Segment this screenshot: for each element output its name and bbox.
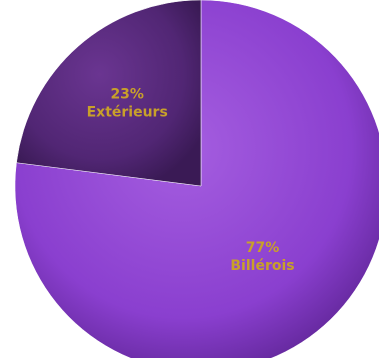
slice-label-billerois-name: Billérois: [230, 258, 294, 274]
slice-label-exterieurs-percent: 23%: [110, 86, 144, 102]
pie-labels: 77% Billérois 23% Extérieurs: [87, 86, 295, 273]
pie-slice-billerois: [14, 0, 379, 358]
pie-slices: [14, 0, 379, 358]
pie-slice-exterieurs: [16, 0, 202, 187]
slice-label-exterieurs-name: Extérieurs: [87, 104, 168, 120]
slice-label-billerois-percent: 77%: [246, 240, 280, 256]
